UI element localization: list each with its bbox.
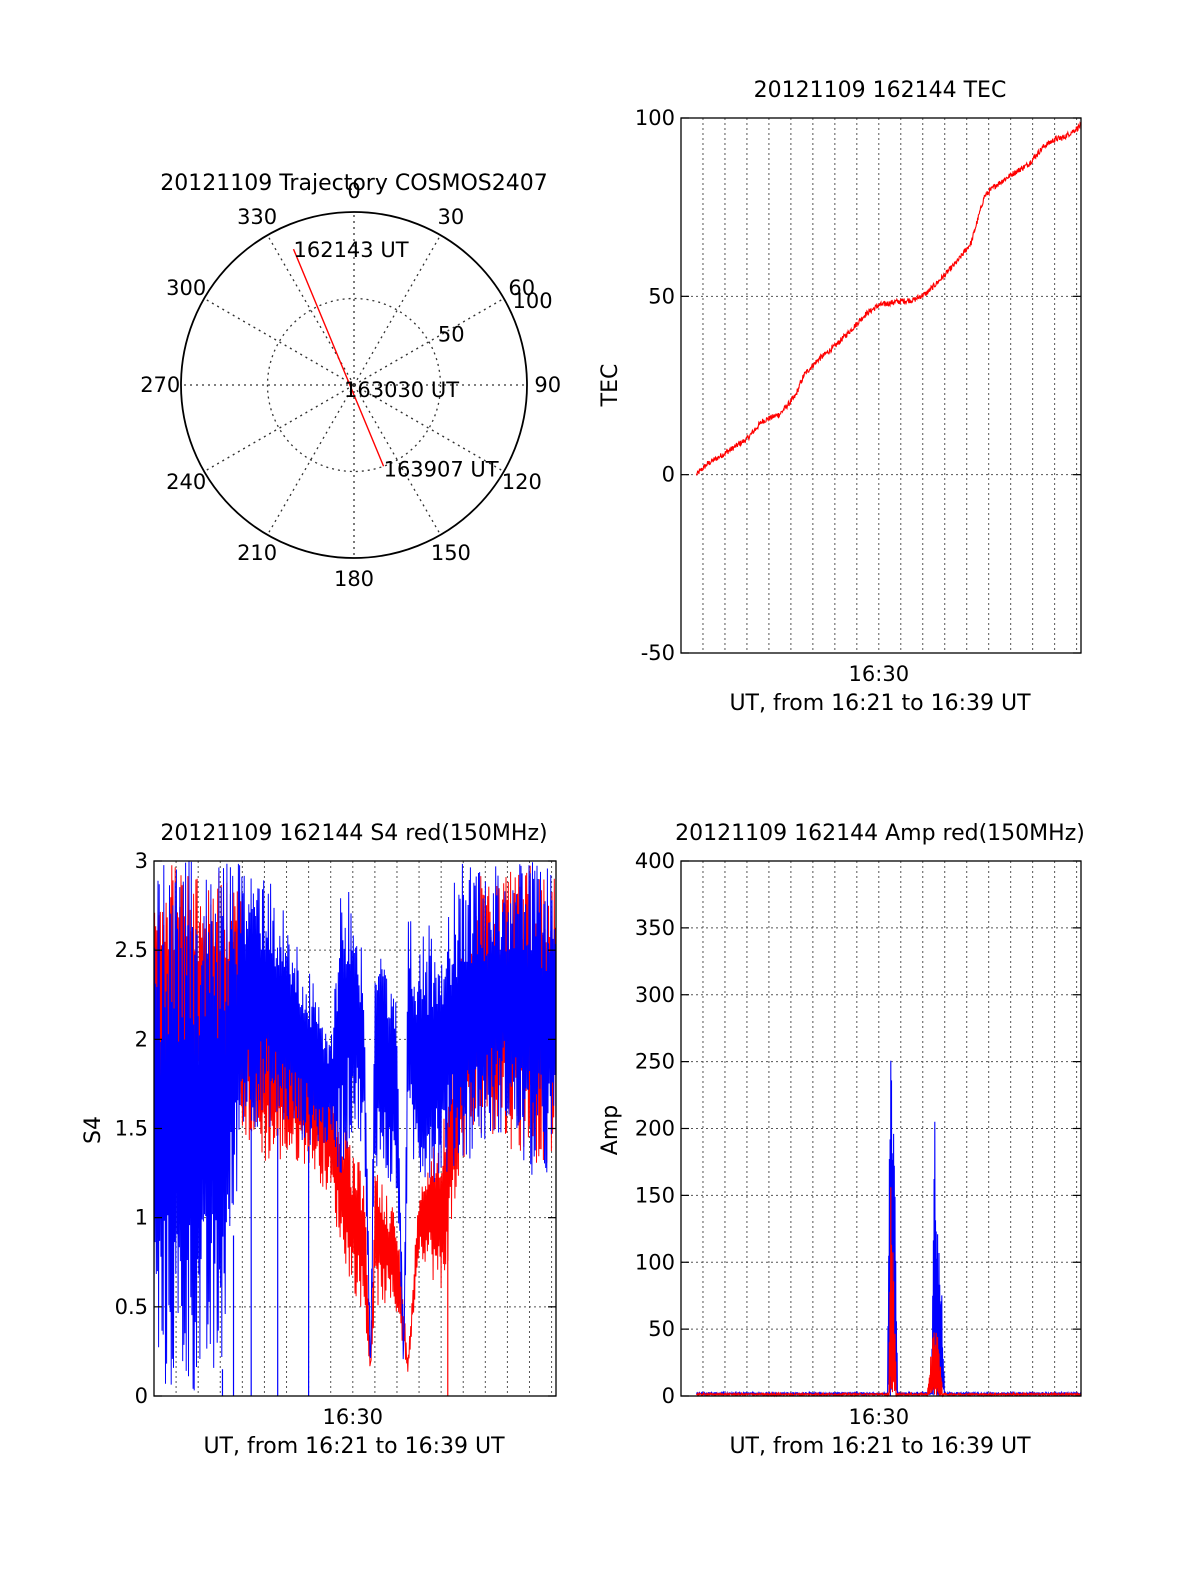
tec-series xyxy=(695,121,1082,476)
s4-y-axis-label: S4 xyxy=(81,1116,106,1144)
amp-y-tick-label: 300 xyxy=(635,983,675,1007)
polar-angle-label: 330 xyxy=(237,205,277,229)
amp-x-tick-label: 16:30 xyxy=(849,1405,910,1429)
tec-y-axis-label: TEC xyxy=(598,364,623,408)
polar-angle-label: 240 xyxy=(166,470,206,494)
s4-panel: 20121109 162144 S4 red(150MHz) 0 0.5 1 1.5 2… xyxy=(81,821,557,1459)
tec-y-tick-label: 0 xyxy=(662,463,675,487)
amp-panel: 20121109 162144 Amp red(150MHz) 0 50 100 15… xyxy=(598,821,1085,1459)
s4-y-tick-label: 3 xyxy=(135,849,148,873)
tec-x-ticks: 16:30 xyxy=(849,662,910,686)
polar-radial-label: 50 xyxy=(438,322,465,346)
polar-angle-label: 210 xyxy=(237,541,277,565)
trajectory-point-label: 163030 UT xyxy=(344,378,459,402)
polar-spoke xyxy=(353,234,442,386)
amp-y-axis-label: Amp xyxy=(598,1105,623,1155)
tec-y-tick-label: 50 xyxy=(648,284,675,308)
amp-y-tick-label: 0 xyxy=(662,1384,675,1408)
amp-series-blue xyxy=(695,1060,1082,1397)
polar-spoke xyxy=(203,384,355,473)
tec-x-axis-label: UT, from 16:21 to 16:39 UT xyxy=(729,691,1031,716)
s4-series-blue xyxy=(154,861,556,1391)
s4-y-tick-label: 2.5 xyxy=(115,938,148,962)
polar-angle-label: 150 xyxy=(431,541,471,565)
polar-angle-label: 90 xyxy=(534,373,561,397)
tec-y-tick-label: 100 xyxy=(635,106,675,130)
amp-x-axis-label: UT, from 16:21 to 16:39 UT xyxy=(729,1434,1031,1459)
s4-y-tick-label: 0.5 xyxy=(115,1295,148,1319)
tec-x-tick-label: 16:30 xyxy=(849,662,910,686)
amp-series xyxy=(695,1060,1082,1398)
polar-spoke xyxy=(353,384,442,536)
polar-angle-label: 0 xyxy=(347,179,360,203)
polar-outer-circle xyxy=(180,211,528,559)
amp-y-tick-label: 50 xyxy=(648,1317,675,1341)
amp-y-ticks: 0 50 100 150 200 250 300 350 400 xyxy=(635,849,1081,1408)
polar-spoke xyxy=(353,384,505,473)
tec-y-ticks: -50 0 50 100 xyxy=(635,106,1081,665)
s4-x-ticks: 16:30 xyxy=(323,1405,384,1429)
amp-y-tick-label: 150 xyxy=(635,1183,675,1207)
amp-y-tick-label: 100 xyxy=(635,1250,675,1274)
s4-x-axis-label: UT, from 16:21 to 16:39 UT xyxy=(203,1434,505,1459)
polar-radial-labels: 50 100 xyxy=(438,289,553,347)
s4-y-tick-label: 1 xyxy=(135,1206,148,1230)
trajectory-panel: 20121109 Trajectory COSMOS2407 0 30 60 90 12… xyxy=(140,171,561,591)
amp-y-tick-label: 400 xyxy=(635,849,675,873)
polar-spoke xyxy=(353,297,505,386)
polar-angle-label: 30 xyxy=(438,205,465,229)
trajectory-track: 162143 UT 163030 UT 163907 UT xyxy=(292,238,499,481)
polar-angle-labels: 0 30 60 90 120 150 180 210 240 270 300 330 xyxy=(140,179,561,591)
trajectory-line xyxy=(292,248,385,467)
amp-x-ticks: 16:30 xyxy=(849,1405,910,1429)
tec-plot-frame xyxy=(680,117,1082,654)
polar-ring xyxy=(266,297,442,473)
polar-angle-label: 120 xyxy=(502,470,542,494)
amp-title: 20121109 162144 Amp red(150MHz) xyxy=(675,821,1085,846)
s4-y-ticks: 0 0.5 1 1.5 2 2.5 3 xyxy=(115,849,556,1408)
polar-angle-label: 300 xyxy=(166,276,206,300)
polar-spoke xyxy=(266,234,355,386)
tec-title: 20121109 162144 TEC xyxy=(754,78,1007,103)
tec-series-line xyxy=(695,121,1082,476)
trajectory-point-label: 162143 UT xyxy=(293,238,408,262)
amp-y-tick-label: 250 xyxy=(635,1050,675,1074)
polar-spoke xyxy=(266,384,355,536)
polar-angle-label: 60 xyxy=(508,276,535,300)
polar-spoke xyxy=(203,297,355,386)
tec-y-tick-label: -50 xyxy=(641,641,675,665)
s4-y-tick-label: 0 xyxy=(135,1384,148,1408)
s4-y-tick-label: 2 xyxy=(135,1027,148,1051)
polar-radial-label: 100 xyxy=(513,289,553,313)
amp-y-tick-label: 350 xyxy=(635,916,675,940)
trajectory-point-label: 163907 UT xyxy=(384,457,499,481)
s4-title: 20121109 162144 S4 red(150MHz) xyxy=(160,821,547,846)
tec-grid xyxy=(681,118,1081,653)
polar-angle-label: 270 xyxy=(140,373,180,397)
trajectory-title: 20121109 Trajectory COSMOS2407 xyxy=(160,171,547,196)
polar-grid xyxy=(181,212,527,558)
s4-y-tick-label: 1.5 xyxy=(115,1117,148,1141)
s4-x-tick-label: 16:30 xyxy=(323,1405,384,1429)
amp-grid xyxy=(681,861,1081,1396)
polar-angle-label: 180 xyxy=(334,567,374,591)
amp-y-tick-label: 200 xyxy=(635,1117,675,1141)
s4-series xyxy=(154,861,556,1396)
